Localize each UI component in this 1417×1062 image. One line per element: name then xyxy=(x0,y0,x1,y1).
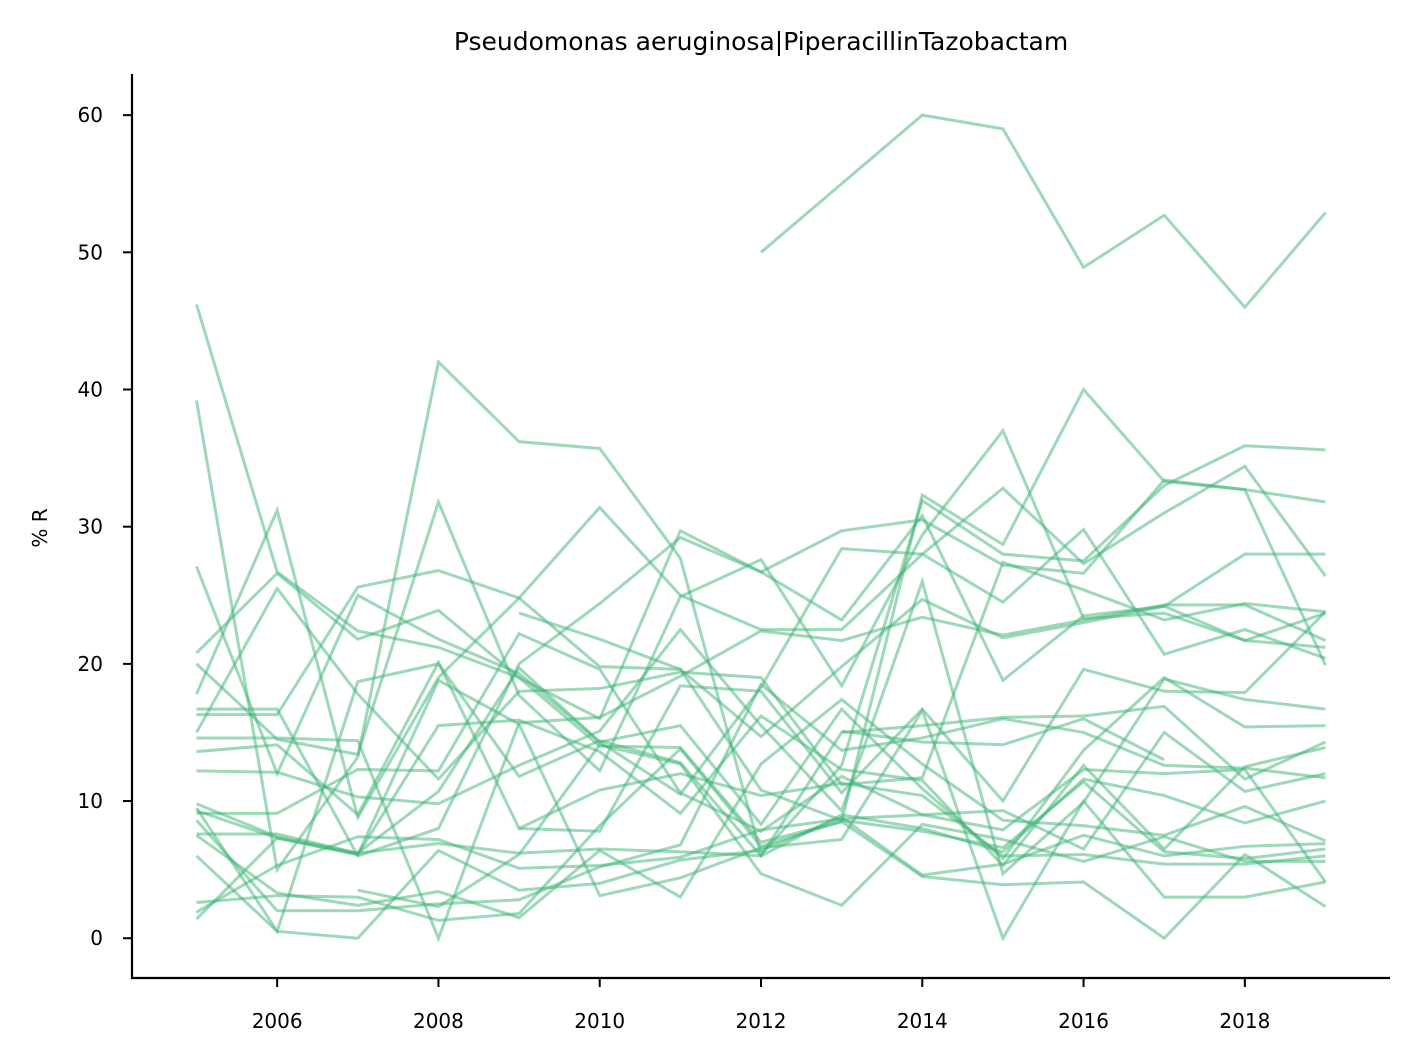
series-line-1 xyxy=(760,113,1327,310)
series-line-27 xyxy=(518,772,1326,866)
series-line-28 xyxy=(841,717,1165,762)
series-line-24 xyxy=(195,678,1326,942)
y-tick-label: 0 xyxy=(90,926,103,950)
series-group xyxy=(195,113,1327,943)
y-tick-label: 60 xyxy=(78,103,103,127)
y-tick-label: 20 xyxy=(78,652,103,676)
x-tick-label: 2006 xyxy=(252,1009,303,1033)
x-axis-ticks: 2006 2008 2010 2012 2014 2016 2018 xyxy=(252,978,1270,1033)
series-line-8 xyxy=(196,478,1327,858)
series-line-20 xyxy=(195,697,1327,920)
series-line-21 xyxy=(195,815,1326,940)
series-line-9 xyxy=(196,569,1326,739)
series-line-26 xyxy=(518,611,1326,861)
y-tick-label: 40 xyxy=(78,378,103,402)
series-line-17 xyxy=(196,631,1326,851)
x-tick-label: 2010 xyxy=(574,1009,625,1033)
series-line-11 xyxy=(196,603,1327,943)
series-line-25 xyxy=(357,743,1326,909)
x-tick-label: 2008 xyxy=(413,1009,464,1033)
series-line-14 xyxy=(195,665,1326,861)
series-line-2 xyxy=(195,304,1326,844)
series-line-16 xyxy=(196,713,1326,868)
chart-title: Pseudomonas aeruginosa|PiperacillinTazob… xyxy=(454,27,1068,56)
y-tick-label: 50 xyxy=(78,240,103,264)
x-tick-label: 2018 xyxy=(1219,1009,1270,1033)
y-tick-label: 30 xyxy=(78,515,103,539)
y-axis-ticks: 0 10 20 30 40 50 60 xyxy=(78,103,132,950)
y-axis-label: % R xyxy=(28,508,52,547)
x-tick-label: 2016 xyxy=(1058,1009,1109,1033)
y-tick-label: 10 xyxy=(78,789,103,813)
series-line-23 xyxy=(195,767,1327,914)
x-tick-label: 2012 xyxy=(736,1009,787,1033)
series-line-12 xyxy=(196,610,1327,833)
series-line-10 xyxy=(195,560,1326,787)
x-tick-label: 2014 xyxy=(897,1009,948,1033)
series-line-19 xyxy=(196,777,1326,858)
